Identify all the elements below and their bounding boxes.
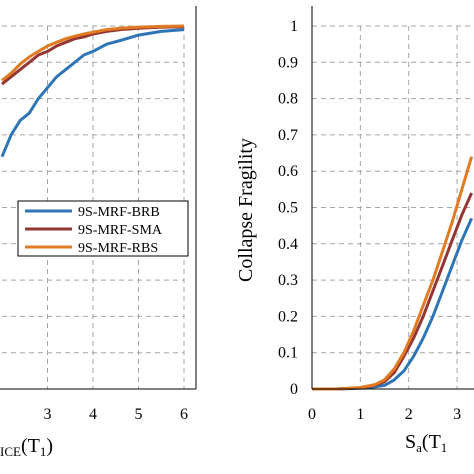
left-x-axis-label: ICE(T1) <box>0 435 53 459</box>
y-tick-label: 0.1 <box>278 345 298 362</box>
series-line-9s-mrf-rbs <box>1 24 185 82</box>
legend-label-9s-mrf-rbs: 9S-MRF-RBS <box>78 241 158 256</box>
right-y-axis-label: Collapse Fragility <box>235 138 257 282</box>
y-tick-label: 0.6 <box>278 163 298 180</box>
left-series-lines <box>0 24 185 158</box>
y-tick-label: 0.8 <box>278 91 298 108</box>
right-y-tick-labels: 0 0.1 0.2 0.3 0.4 0.5 0.6 0.7 0.8 0.9 1 <box>278 18 298 398</box>
legend-items: 9S-MRF-BRB 9S-MRF-SMA 9S-MRF-RBS <box>25 205 163 256</box>
y-tick-label: 0.9 <box>278 54 298 71</box>
left-x-label-sub: ICE <box>0 444 21 459</box>
x-tick-label: 2 <box>405 406 413 423</box>
y-tick-label: 1 <box>290 18 298 35</box>
left-x-label-paren-sub: 1 <box>40 444 47 459</box>
x-tick-label: 0 <box>308 406 316 423</box>
right-x-axis-label: Sa(T1 <box>405 431 447 455</box>
series-line-9s-mrf-brb <box>0 28 185 158</box>
right-gridlines <box>312 25 474 389</box>
left-x-tick-labels: 3 4 5 6 <box>44 406 189 423</box>
y-tick-label: 0.7 <box>278 127 298 144</box>
left-x-label-paren: (T <box>21 435 40 457</box>
right-x-tick-labels: 0 1 2 3 <box>308 406 461 423</box>
x-tick-label: 6 <box>180 406 188 423</box>
right-x-label-sub: a <box>416 440 422 455</box>
x-tick-label: 5 <box>135 406 143 423</box>
y-tick-label: 0.3 <box>278 272 298 289</box>
right-x-label-main: S <box>405 431 416 453</box>
right-panel: 0 0.1 0.2 0.3 0.4 0.5 0.6 0.7 0.8 0.9 1 0 1 2 3 Colla… <box>235 6 474 455</box>
left-x-label-close: ) <box>46 435 53 457</box>
y-tick-label: 0 <box>290 381 298 398</box>
x-tick-label: 1 <box>356 406 364 423</box>
right-x-label-paren-sub: 1 <box>441 440 448 455</box>
right-x-label-paren: (T <box>422 431 441 453</box>
series-line-9s-mrf-rbs <box>312 156 474 391</box>
y-tick-label: 0.2 <box>278 308 298 325</box>
y-tick-label: 0.5 <box>278 200 298 217</box>
x-tick-label: 4 <box>89 406 97 423</box>
legend-label-9s-mrf-sma: 9S-MRF-SMA <box>78 223 163 238</box>
x-tick-label: 3 <box>453 406 461 423</box>
series-line-9s-mrf-sma <box>312 192 473 391</box>
legend: 9S-MRF-BRB 9S-MRF-SMA 9S-MRF-RBS <box>17 200 189 257</box>
right-series-lines <box>312 156 474 391</box>
y-tick-label: 0.4 <box>278 236 298 253</box>
x-tick-label: 3 <box>44 406 52 423</box>
legend-label-9s-mrf-brb: 9S-MRF-BRB <box>78 205 160 220</box>
